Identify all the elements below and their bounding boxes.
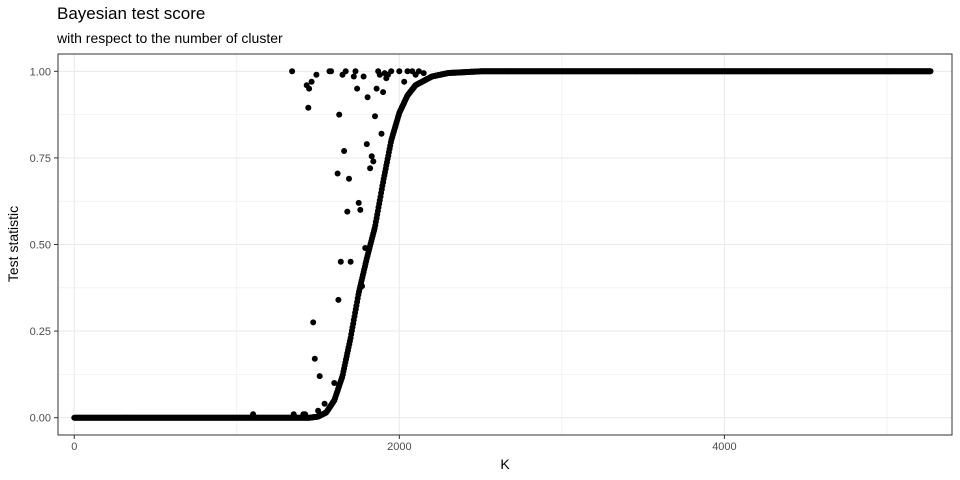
chart-subtitle: with respect to the number of cluster [57,30,283,46]
outlier-point [328,68,335,75]
y-tick-label: 0.75 [30,153,51,165]
y-tick-label: 0.00 [30,413,51,425]
points-layer [71,68,934,421]
outlier-point [388,68,395,75]
x-axis-title: K [500,456,510,472]
outlier-point [372,113,378,120]
y-tick-label: 0.50 [30,240,51,252]
outlier-point [355,199,362,206]
y-axis-title: Test statistic [5,206,21,282]
outlier-point [352,68,359,75]
data-point [927,68,934,75]
outlier-point [420,70,427,77]
outlier-point [359,283,365,290]
outlier-point [362,245,369,251]
outlier-point [344,208,351,215]
grid-layer [58,54,952,435]
outlier-point [367,165,374,172]
outlier-point [373,85,380,92]
outlier-point [354,85,361,92]
outlier-point [347,258,354,265]
outlier-point [335,296,342,303]
outlier-point [311,355,318,362]
outlier-point [370,158,377,165]
outlier-point [364,94,371,101]
outlier-point [380,89,387,96]
outlier-point [357,206,364,213]
outlier-point [308,78,315,85]
outlier-point [378,130,385,137]
x-tick-label: 0 [71,441,77,453]
outlier-point [350,73,357,80]
chart-title: Bayesian test score [57,4,206,23]
outlier-point [342,68,349,75]
outlier-point [376,71,383,78]
outlier-point [302,411,309,418]
outlier-point [404,68,411,75]
outlier-point [341,148,348,154]
outlier-point [289,68,296,75]
outlier-point [334,170,341,177]
outlier-point [306,85,313,92]
outlier-point [346,175,352,182]
axes-layer: 0 2000 4000 0.00 0.25 0.50 0.75 1.00 [30,66,737,453]
outlier-point [316,373,323,380]
outlier-point [360,73,367,80]
outlier-point [331,380,338,386]
y-tick-label: 1.00 [30,66,51,78]
outlier-point [368,153,375,160]
outlier-point [363,141,370,148]
outlier-point [313,71,320,78]
y-tick-label: 0.25 [30,326,51,338]
x-tick-label: 2000 [387,441,411,453]
outlier-point [396,68,403,75]
outlier-point [337,258,344,265]
outlier-point [336,111,343,118]
outlier-point [321,400,328,407]
outlier-point [310,319,317,326]
outlier-point [415,68,422,75]
outlier-point [250,411,257,418]
outlier-point [290,411,297,418]
outlier-point [305,104,312,111]
outlier-point [401,78,408,85]
outlier-point [315,407,322,414]
x-tick-label: 4000 [712,441,736,453]
